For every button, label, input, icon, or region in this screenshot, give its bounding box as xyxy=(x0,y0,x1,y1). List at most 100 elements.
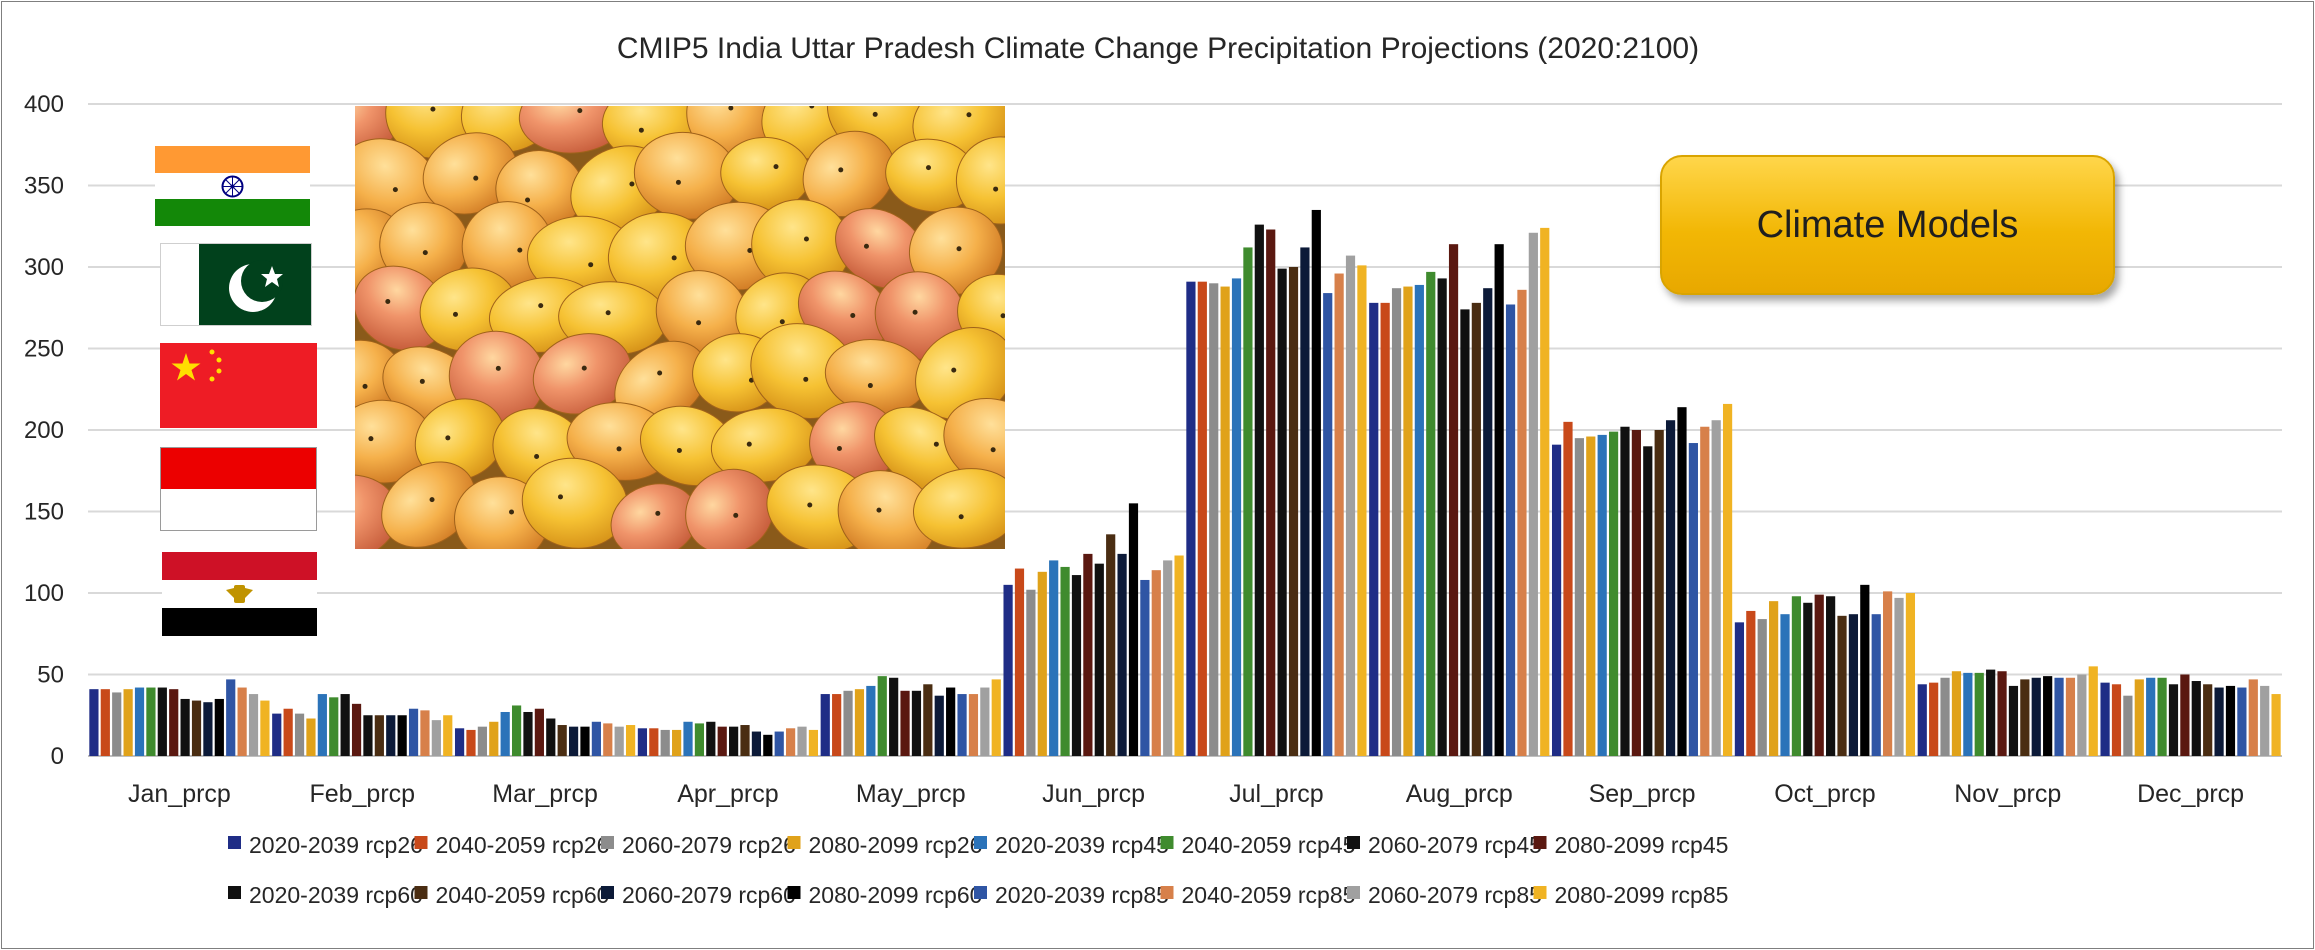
mango-stem xyxy=(912,309,918,315)
bar xyxy=(2031,677,2041,756)
bar xyxy=(1460,309,1470,756)
bar xyxy=(1071,575,1082,756)
bar xyxy=(854,689,865,756)
mango-stem xyxy=(362,383,368,389)
bar xyxy=(466,729,476,756)
legend-label: 2040-2059 rcp85 xyxy=(1182,882,1356,908)
bar xyxy=(546,718,556,756)
bar xyxy=(1757,619,1767,756)
legend-item: 2020-2039 rcp45 xyxy=(974,832,1169,858)
mango-stem xyxy=(657,370,663,376)
bar xyxy=(1654,430,1664,756)
bar xyxy=(649,728,659,756)
bar xyxy=(1688,443,1698,756)
mango-stem xyxy=(728,106,734,111)
bar xyxy=(2203,684,2213,756)
bar xyxy=(2065,677,2076,756)
category-label: Feb_prcp xyxy=(309,780,415,808)
bar xyxy=(683,721,693,756)
china-flag xyxy=(160,343,317,428)
bar xyxy=(283,708,293,756)
bar xyxy=(1505,304,1516,756)
bar xyxy=(1986,669,1996,756)
mango-stem xyxy=(925,165,931,171)
legend-label: 2060-2079 rcp60 xyxy=(622,882,796,908)
bar xyxy=(2248,679,2258,756)
bar xyxy=(2111,684,2122,756)
bar xyxy=(1631,430,1641,756)
bar xyxy=(1929,682,1939,756)
bar xyxy=(248,694,259,756)
mango-stem xyxy=(850,313,856,319)
legend-label: 2080-2099 rcp60 xyxy=(809,882,983,908)
bar xyxy=(1037,571,1047,756)
legend-item: 2080-2099 rcp60 xyxy=(787,882,983,908)
mango-stem xyxy=(676,447,682,453)
bar xyxy=(169,689,179,756)
china-flag-stars xyxy=(171,349,222,382)
bar xyxy=(329,697,339,756)
mango-stem xyxy=(605,310,611,316)
legend-swatch xyxy=(414,886,428,899)
mango-stem xyxy=(773,164,779,170)
bar xyxy=(580,726,590,756)
bar xyxy=(1197,281,1207,756)
legend-label: 2020-2039 rcp60 xyxy=(249,882,423,908)
legend-label: 2060-2079 rcp45 xyxy=(1368,832,1542,858)
category-label: Apr_prcp xyxy=(677,780,778,808)
bar xyxy=(2134,679,2144,756)
bar xyxy=(1540,227,1550,756)
bar xyxy=(1963,672,1973,756)
bar xyxy=(2180,674,2190,756)
bar xyxy=(1026,589,1036,756)
legend: 2020-2039 rcp26 2040-2059 rcp26 2060-2079 … xyxy=(228,832,1728,908)
bar xyxy=(1437,278,1447,756)
mango-stem xyxy=(733,512,739,518)
bar xyxy=(1734,622,1745,756)
bar xyxy=(2157,677,2167,756)
mango-stem xyxy=(616,446,622,452)
bar xyxy=(1608,431,1619,756)
mango-stem xyxy=(445,435,451,441)
legend-label: 2060-2079 rcp85 xyxy=(1368,882,1542,908)
bar xyxy=(351,703,362,756)
y-tick-label: 250 xyxy=(24,336,64,363)
mango-stem xyxy=(807,502,813,508)
category-label: Sep_prcp xyxy=(1589,780,1696,808)
bar xyxy=(660,729,670,756)
mango-stem xyxy=(517,247,523,253)
bar xyxy=(1094,563,1104,756)
bar xyxy=(1917,684,1927,756)
bar xyxy=(2225,685,2236,756)
bar xyxy=(557,725,567,756)
bar xyxy=(1391,288,1402,756)
mango-stem xyxy=(675,179,681,185)
mango-stem xyxy=(1000,313,1005,319)
climate-models-button[interactable]: Climate Models xyxy=(1660,155,2115,295)
bar xyxy=(237,687,247,756)
bar xyxy=(1769,601,1779,756)
mango-stem xyxy=(872,111,878,117)
y-tick-label: 300 xyxy=(24,254,64,281)
bar xyxy=(763,734,773,756)
legend-label: 2080-2099 rcp45 xyxy=(1555,832,1729,858)
bar xyxy=(603,723,613,756)
bar xyxy=(317,694,327,756)
legend-item: 2020-2039 rcp26 xyxy=(228,832,423,858)
bar xyxy=(2054,677,2064,756)
bars xyxy=(89,209,2281,756)
category-label: Oct_prcp xyxy=(1774,780,1875,808)
x-axis-category-labels: Jan_prcp Feb_prcp Mar_prcp Apr_prcp May_prcp… xyxy=(128,780,2244,808)
legend-label: 2040-2059 rcp45 xyxy=(1182,832,1356,858)
bar xyxy=(534,708,544,756)
bar xyxy=(774,731,784,756)
bar xyxy=(363,715,373,756)
bar xyxy=(1083,553,1093,756)
bar xyxy=(2100,682,2110,756)
bar xyxy=(408,708,419,756)
bar xyxy=(214,698,224,756)
bar xyxy=(2008,685,2019,756)
bar xyxy=(420,710,430,756)
bar xyxy=(1711,420,1721,756)
mango-stem xyxy=(629,181,635,187)
